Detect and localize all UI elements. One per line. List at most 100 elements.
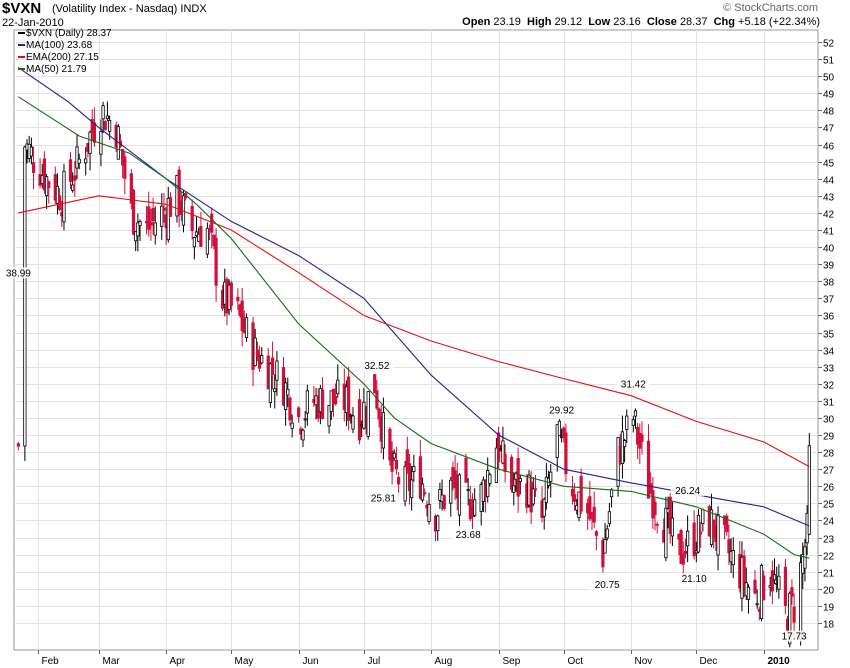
candle-body (92, 122, 96, 143)
candle-body (790, 587, 794, 597)
plot-area (13, 29, 819, 651)
annotation-bg (777, 630, 812, 642)
candle-body (755, 603, 759, 606)
candle-body (362, 401, 366, 429)
candle-body (394, 459, 399, 470)
candle-body (397, 476, 401, 485)
x-tick-label: Jul (368, 656, 381, 667)
candle-body (573, 494, 577, 502)
candle-body (501, 440, 505, 464)
x-tick-label: May (235, 656, 254, 667)
candle-body (129, 173, 133, 204)
x-tick-label: Sep (503, 656, 521, 667)
candle-body (692, 522, 696, 557)
y-tick-label: 47 (823, 124, 835, 135)
candle-body (788, 592, 792, 645)
candle-body (403, 465, 407, 502)
y-tick-label: 41 (823, 227, 835, 238)
legend-swatch (18, 68, 25, 71)
candle-body (427, 503, 431, 522)
candle-body (123, 156, 127, 179)
y-tick-label: 45 (823, 159, 835, 170)
y-tick-label: 44 (823, 176, 835, 187)
candle-body (623, 440, 627, 448)
annotation-bg (1, 267, 36, 279)
y-tick-label: 19 (823, 603, 835, 614)
candle-body (620, 431, 625, 465)
candle-body (792, 606, 796, 623)
candle-body (579, 475, 583, 512)
legend-price: $VXN (Daily) 28.37 (18, 28, 112, 39)
candle-body (442, 495, 446, 509)
x-tick-label: Aug (435, 656, 453, 667)
candle-body (625, 415, 629, 430)
candle-body (136, 222, 140, 237)
candle-body (516, 458, 520, 497)
x-tick-label: Dec (700, 656, 718, 667)
candle-body (570, 488, 575, 497)
candle-body (244, 317, 249, 338)
x-tick-label: Feb (42, 656, 60, 667)
value-annotation: 29.92 (549, 405, 574, 416)
candle-body (151, 208, 155, 222)
candle-body (799, 562, 803, 640)
legend-swatch (18, 32, 25, 35)
candle-body (373, 374, 377, 394)
candle-body (646, 440, 651, 499)
candle-body (725, 515, 729, 532)
candle-body (518, 478, 522, 482)
candle-body (727, 539, 731, 554)
candle-body (631, 419, 635, 426)
candle-body (503, 453, 507, 472)
candle-body (762, 575, 766, 601)
description-text: (Volatility Index - Nasdaq) (52, 3, 178, 15)
candle-body (162, 207, 166, 211)
value-annotation: 25.81 (371, 494, 396, 505)
open-label: Open (462, 16, 491, 28)
candle-body (655, 523, 659, 526)
candle-body (268, 363, 273, 403)
candle-body (449, 479, 453, 504)
candle-body (390, 450, 394, 472)
candle-body (177, 169, 181, 216)
annotation-bg (670, 485, 705, 497)
close-value: 28.37 (679, 16, 708, 28)
x-tick-label: 2010 (768, 656, 791, 667)
value-annotation: 20.75 (595, 580, 620, 591)
chg-value: +5.18 (+22.34%) (738, 16, 820, 28)
close-label: Close (646, 16, 677, 28)
candle-body (753, 579, 757, 594)
candle-body (512, 485, 516, 493)
candle-body (42, 158, 47, 191)
candle-body (84, 158, 88, 164)
chg-label: Chg (713, 16, 735, 28)
candle-body (255, 349, 259, 357)
candle-body (544, 476, 548, 503)
y-tick-label: 28 (823, 449, 835, 460)
candle-body (473, 499, 477, 516)
value-annotation: 38.99 (6, 268, 31, 279)
value-annotation: 26.24 (675, 486, 700, 497)
candle-body (286, 388, 290, 396)
candle-body (457, 474, 462, 516)
legend-ma50: MA(50) 21.79 (18, 64, 87, 75)
ohlc-readout: Open 23.19 High 29.12 Low 23.16 Close 28… (462, 16, 820, 28)
brand-watermark: © StockCharts.com (723, 2, 818, 14)
candle-body (297, 407, 301, 418)
candle-body (423, 492, 427, 495)
high-value: 29.12 (554, 16, 583, 28)
candle-body (603, 539, 607, 554)
candle-body (290, 422, 294, 429)
value-annotation: 23.68 (456, 530, 481, 541)
y-tick-label: 36 (823, 312, 835, 323)
candle-body (153, 222, 157, 236)
exchange: INDX (180, 3, 207, 15)
annotation-bg (677, 573, 712, 585)
candle-body (649, 483, 653, 494)
candle-body (149, 222, 153, 226)
y-tick-label: 52 (823, 39, 835, 50)
candle-body (549, 471, 553, 482)
candle-body (557, 420, 562, 437)
y-tick-label: 23 (823, 535, 835, 546)
candle-body (320, 389, 325, 419)
